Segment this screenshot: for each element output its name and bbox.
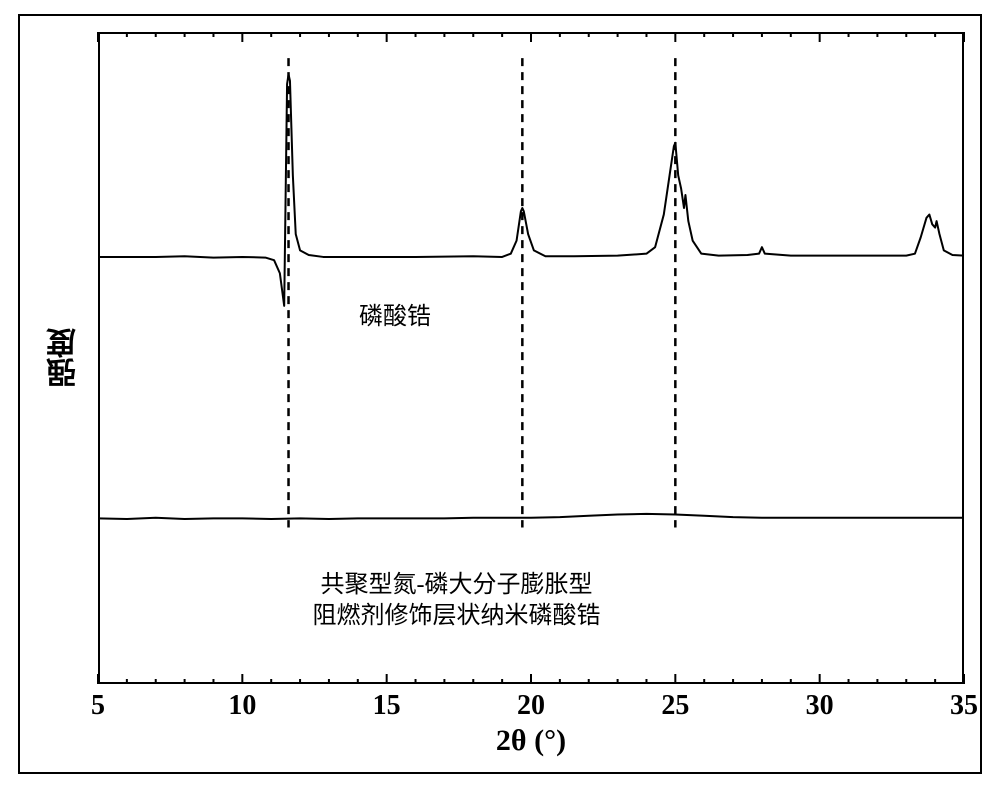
x-tick-label: 30 — [806, 690, 834, 722]
y-axis-label: 强度 — [43, 318, 87, 398]
series-label-modified-l2: 阻燃剂修饰层状纳米磷酸锆 — [312, 601, 600, 632]
series-zirconium_phosphate — [98, 74, 964, 305]
series-label-zrp: 磷酸锆 — [359, 296, 431, 331]
xrd-figure: 强度 2θ (°) 磷酸锆 共聚型氮-磷大分子膨胀型 阻燃剂修饰层状纳米磷酸锆 … — [0, 0, 1000, 790]
x-tick-label: 15 — [373, 690, 401, 722]
x-tick-label: 35 — [950, 690, 978, 722]
series-modified_nano_zrp — [98, 514, 964, 519]
x-tick-label: 20 — [517, 690, 545, 722]
chart-svg — [0, 0, 1000, 790]
x-tick-label: 25 — [661, 690, 689, 722]
x-axis-label: 2θ (°) — [471, 724, 591, 758]
series-label-modified: 共聚型氮-磷大分子膨胀型 阻燃剂修饰层状纳米磷酸锆 — [312, 570, 600, 632]
series-label-modified-l1: 共聚型氮-磷大分子膨胀型 — [312, 570, 600, 601]
x-tick-label: 10 — [228, 690, 256, 722]
x-tick-label: 5 — [91, 690, 105, 722]
